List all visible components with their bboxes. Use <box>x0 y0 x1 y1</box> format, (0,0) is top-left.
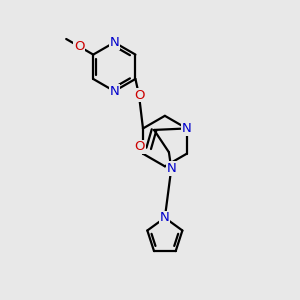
Text: N: N <box>167 162 176 175</box>
Text: N: N <box>110 36 119 49</box>
Text: N: N <box>110 85 119 98</box>
Text: O: O <box>74 40 84 53</box>
Text: O: O <box>134 89 144 102</box>
Text: N: N <box>182 122 192 135</box>
Text: O: O <box>134 140 145 153</box>
Text: N: N <box>160 211 170 224</box>
